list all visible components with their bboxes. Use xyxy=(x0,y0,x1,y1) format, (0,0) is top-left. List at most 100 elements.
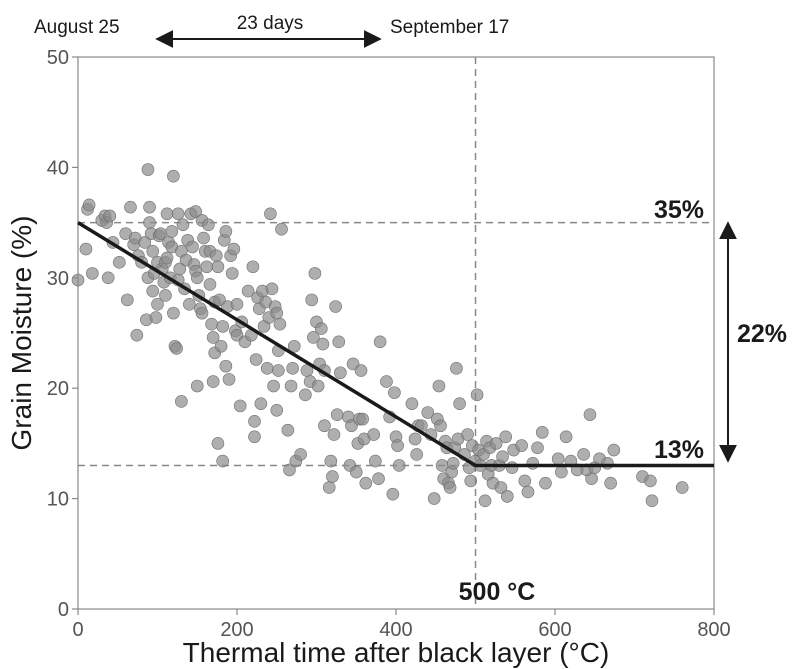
data-point xyxy=(205,317,218,331)
data-point xyxy=(380,375,393,388)
data-point xyxy=(391,439,404,452)
data-point xyxy=(254,397,268,410)
data-point xyxy=(577,448,590,461)
data-point xyxy=(494,481,508,494)
data-point xyxy=(373,335,387,349)
data-point xyxy=(265,282,279,296)
data-point xyxy=(367,428,381,441)
data-point xyxy=(314,322,328,335)
data-point xyxy=(555,465,568,479)
data-point xyxy=(273,317,287,331)
data-point xyxy=(167,306,180,320)
data-point xyxy=(535,426,549,439)
data-point xyxy=(329,300,342,313)
data-point xyxy=(211,437,225,450)
data-point xyxy=(214,339,228,353)
span-days-label: 23 days xyxy=(237,13,304,34)
data-point xyxy=(176,218,190,232)
data-point xyxy=(518,474,532,488)
data-point xyxy=(167,169,180,183)
data-point xyxy=(286,362,299,375)
data-point xyxy=(332,335,346,349)
data-point xyxy=(130,328,144,342)
y-tick-label: 10 xyxy=(47,489,69,511)
data-point xyxy=(141,163,155,176)
y-tick-label: 30 xyxy=(47,268,69,290)
data-point xyxy=(216,320,229,333)
data-point xyxy=(203,278,217,291)
data-point xyxy=(171,207,185,221)
data-point xyxy=(270,403,284,417)
data-point xyxy=(149,311,163,324)
label-500-degrees: 500 °C xyxy=(459,578,536,606)
data-point xyxy=(349,465,363,479)
data-point xyxy=(264,207,277,221)
data-point xyxy=(227,242,241,256)
data-point xyxy=(539,476,552,490)
data-point xyxy=(526,456,540,470)
data-point xyxy=(464,474,478,488)
data-point xyxy=(330,408,344,421)
x-tick-label: 600 xyxy=(538,619,571,641)
data-point xyxy=(500,490,514,503)
data-point xyxy=(195,306,209,320)
data-point xyxy=(216,454,229,468)
data-point xyxy=(79,242,93,256)
plot-frame xyxy=(77,56,715,610)
data-point xyxy=(146,284,160,298)
data-point xyxy=(515,439,528,452)
data-point xyxy=(248,415,261,428)
data-point xyxy=(222,373,236,386)
scatter-points xyxy=(71,163,689,508)
data-point xyxy=(160,207,174,221)
data-point xyxy=(324,454,338,468)
data-point xyxy=(219,225,233,238)
data-point xyxy=(159,289,172,302)
data-point xyxy=(392,459,406,472)
y-tick-label: 50 xyxy=(47,47,69,69)
data-point xyxy=(241,284,255,298)
data-point xyxy=(356,412,369,426)
data-point xyxy=(421,406,435,419)
data-point xyxy=(601,456,614,470)
data-point xyxy=(113,256,126,269)
data-point xyxy=(322,481,336,494)
data-point xyxy=(308,267,322,280)
data-point xyxy=(388,386,401,399)
data-point xyxy=(281,423,295,437)
data-point xyxy=(461,428,474,441)
data-point xyxy=(86,267,99,280)
data-point xyxy=(206,331,220,344)
data-point xyxy=(327,428,341,441)
data-point xyxy=(583,408,597,421)
data-point xyxy=(82,198,96,212)
data-point xyxy=(354,364,368,377)
data-point xyxy=(124,200,137,214)
data-point xyxy=(189,205,202,218)
data-point xyxy=(505,461,519,474)
data-point xyxy=(316,337,330,351)
data-point xyxy=(284,379,298,393)
data-point xyxy=(143,216,156,229)
data-point xyxy=(190,379,204,393)
data-point xyxy=(270,306,284,320)
data-point xyxy=(372,472,385,486)
data-point xyxy=(103,209,117,223)
data-point xyxy=(283,463,296,477)
data-point xyxy=(334,366,347,380)
data-point xyxy=(478,494,492,508)
data-point xyxy=(386,487,400,501)
fit-line xyxy=(77,221,714,468)
data-point xyxy=(175,395,188,408)
data-point xyxy=(369,454,382,468)
x-tick-label: 400 xyxy=(379,619,412,641)
data-point xyxy=(170,342,183,355)
data-point xyxy=(225,267,239,280)
date-end-label: September 17 xyxy=(390,17,509,38)
data-point xyxy=(299,388,312,402)
data-point xyxy=(496,450,509,463)
data-point xyxy=(146,245,160,258)
x-tick-label: 200 xyxy=(220,619,253,641)
data-point xyxy=(559,430,573,444)
data-point xyxy=(275,222,288,236)
